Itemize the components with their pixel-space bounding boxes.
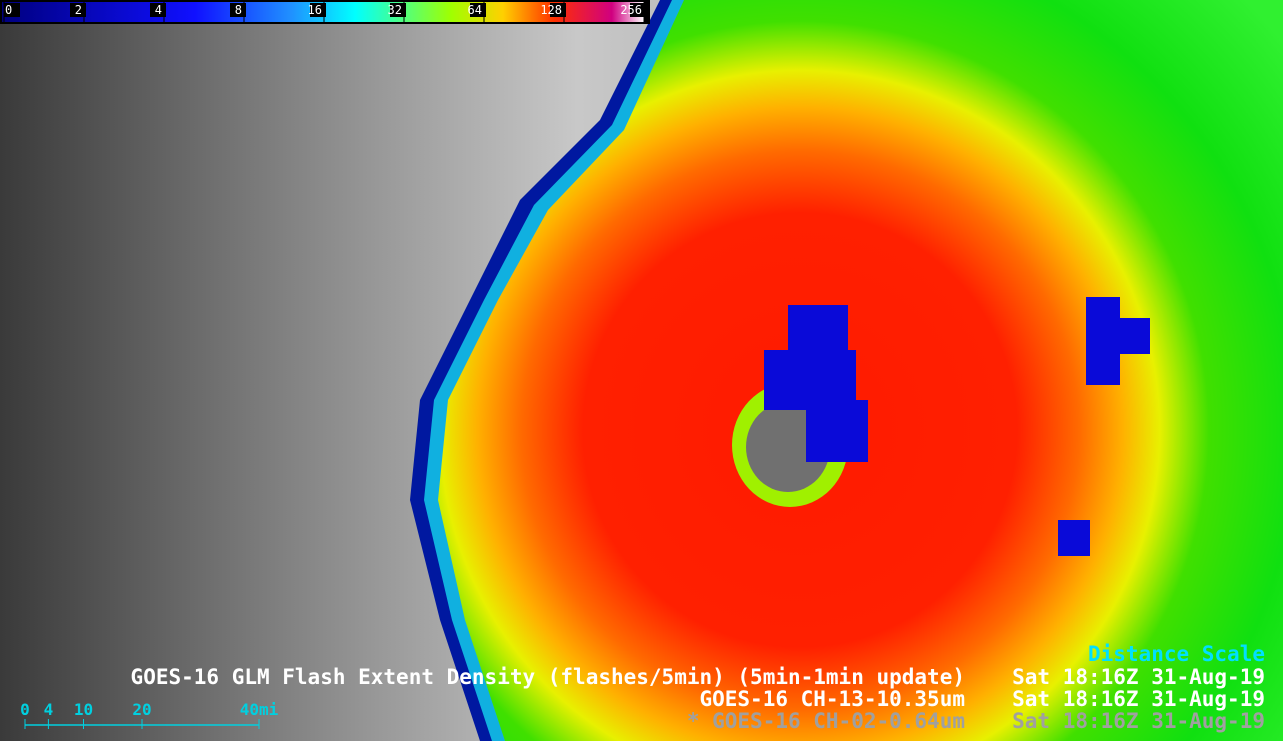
scale-tick-label: 4 (44, 700, 54, 719)
colorbar-tick-bg (150, 3, 166, 17)
product-time: Sat 18:16Z 31-Aug-19 (1012, 687, 1265, 711)
colorbar-tick-bg (4, 3, 20, 17)
colorbar-tick-bg (310, 3, 326, 17)
product-name: GOES-16 GLM Flash Extent Density (flashe… (131, 665, 965, 689)
colorbar-tick-bg (230, 3, 246, 17)
scale-tick-label: 10 (74, 700, 93, 719)
product-name: GOES-16 CH-13-10.35um (699, 687, 965, 711)
colorbar-tick-label: 4 (155, 3, 162, 17)
colorbar-tick-label: 8 (235, 3, 242, 17)
colorbar-tick-bg (630, 3, 646, 17)
product-time: Sat 18:16Z 31-Aug-19 (1012, 709, 1265, 733)
colorbar-tick-bg (550, 3, 566, 17)
colorbar-tick-bg (390, 3, 406, 17)
product-time: Sat 18:16Z 31-Aug-19 (1012, 665, 1265, 689)
distance-scale-title: Distance Scale (1088, 642, 1265, 666)
scale-tick-label: 0 (20, 700, 30, 719)
colorbar-tick-label: 256 (620, 3, 642, 17)
lightning-cells (764, 297, 1150, 556)
product-name: * GOES-16 CH-02-0.64um (687, 709, 965, 733)
colorbar-tick-label: 64 (468, 3, 482, 17)
colorbar-tick-label: 128 (540, 3, 562, 17)
colorbar-tick-label: 0 (5, 3, 12, 17)
colorbar-tick-bg (70, 3, 86, 17)
scale-tick-label: 20 (132, 700, 151, 719)
scale-tick-label: 40mi (240, 700, 279, 719)
colorbar-tick-bg (470, 3, 486, 17)
colorbar-tick-label: 32 (388, 3, 402, 17)
colorbar-tick-label: 16 (308, 3, 322, 17)
colorbar-tick-label: 2 (75, 3, 82, 17)
